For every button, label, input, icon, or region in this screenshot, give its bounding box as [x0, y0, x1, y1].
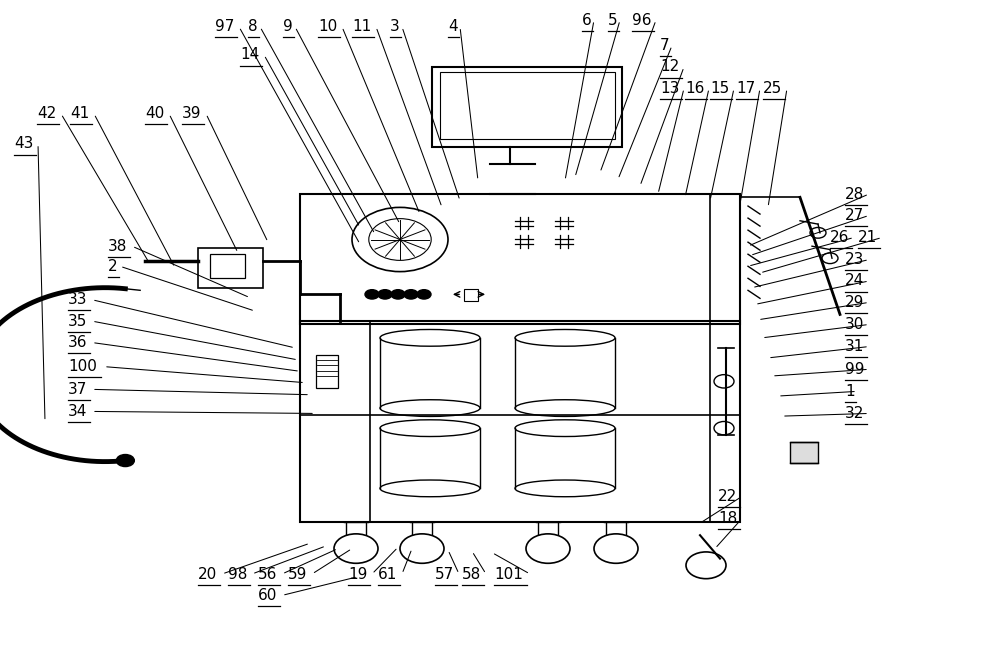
Text: 39: 39	[182, 106, 202, 121]
Text: 11: 11	[352, 19, 371, 34]
Text: 30: 30	[845, 317, 864, 332]
Bar	[210, 254, 245, 278]
Text: 17: 17	[736, 81, 755, 96]
Bar	[790, 442, 818, 463]
Text: 16: 16	[685, 81, 704, 96]
Text: 31: 31	[845, 339, 864, 354]
Text: 22: 22	[718, 489, 737, 504]
Text: 37: 37	[68, 382, 87, 397]
Text: 43: 43	[14, 136, 33, 151]
Text: 2: 2	[108, 259, 118, 274]
Text: 1: 1	[845, 384, 855, 399]
Circle shape	[417, 290, 431, 299]
Text: 24: 24	[845, 274, 864, 288]
Text: 26: 26	[830, 230, 849, 245]
Text: 61: 61	[378, 567, 397, 581]
Text: 32: 32	[845, 406, 864, 421]
Text: 9: 9	[283, 19, 293, 34]
Text: 29: 29	[845, 295, 864, 310]
Circle shape	[116, 454, 134, 466]
Text: 23: 23	[845, 252, 864, 267]
Text: 14: 14	[240, 47, 259, 62]
Bar	[198, 248, 263, 288]
Text: 99: 99	[845, 362, 864, 377]
Bar	[316, 355, 338, 388]
Text: 96: 96	[632, 13, 652, 27]
Bar	[464, 289, 478, 301]
Text: 41: 41	[70, 106, 89, 121]
Text: 28: 28	[845, 187, 864, 201]
Circle shape	[365, 290, 379, 299]
Text: 101: 101	[494, 567, 523, 581]
Text: 20: 20	[198, 567, 217, 581]
Text: 34: 34	[68, 404, 87, 419]
Text: 97: 97	[215, 19, 234, 34]
Bar	[710, 194, 740, 522]
Text: 56: 56	[258, 567, 277, 581]
Text: 12: 12	[660, 60, 679, 74]
Text: 58: 58	[462, 567, 481, 581]
Text: 3: 3	[390, 19, 400, 34]
Text: 21: 21	[858, 230, 877, 245]
Text: 8: 8	[248, 19, 258, 34]
Text: 42: 42	[37, 106, 56, 121]
Text: 60: 60	[258, 588, 277, 603]
Text: 100: 100	[68, 359, 97, 374]
Text: 98: 98	[228, 567, 247, 581]
Bar	[440, 72, 615, 139]
Text: 13: 13	[660, 81, 679, 96]
Text: 57: 57	[435, 567, 454, 581]
Text: 19: 19	[348, 567, 367, 581]
Bar	[432, 67, 622, 147]
Text: 7: 7	[660, 38, 670, 53]
Text: 15: 15	[710, 81, 729, 96]
Text: 10: 10	[318, 19, 337, 34]
Text: 40: 40	[145, 106, 164, 121]
Text: 35: 35	[68, 314, 87, 328]
Text: 5: 5	[608, 13, 618, 27]
Bar	[300, 321, 370, 522]
Circle shape	[404, 290, 418, 299]
Text: 36: 36	[68, 335, 88, 350]
Bar	[300, 321, 740, 522]
Circle shape	[378, 290, 392, 299]
Circle shape	[391, 290, 405, 299]
Text: 38: 38	[108, 239, 127, 254]
Text: 18: 18	[718, 511, 737, 526]
Text: 27: 27	[845, 208, 864, 223]
Text: 4: 4	[448, 19, 458, 34]
Text: 59: 59	[288, 567, 307, 581]
Text: 6: 6	[582, 13, 592, 27]
Bar	[300, 194, 740, 324]
Text: 25: 25	[763, 81, 782, 96]
Text: 33: 33	[68, 292, 88, 307]
